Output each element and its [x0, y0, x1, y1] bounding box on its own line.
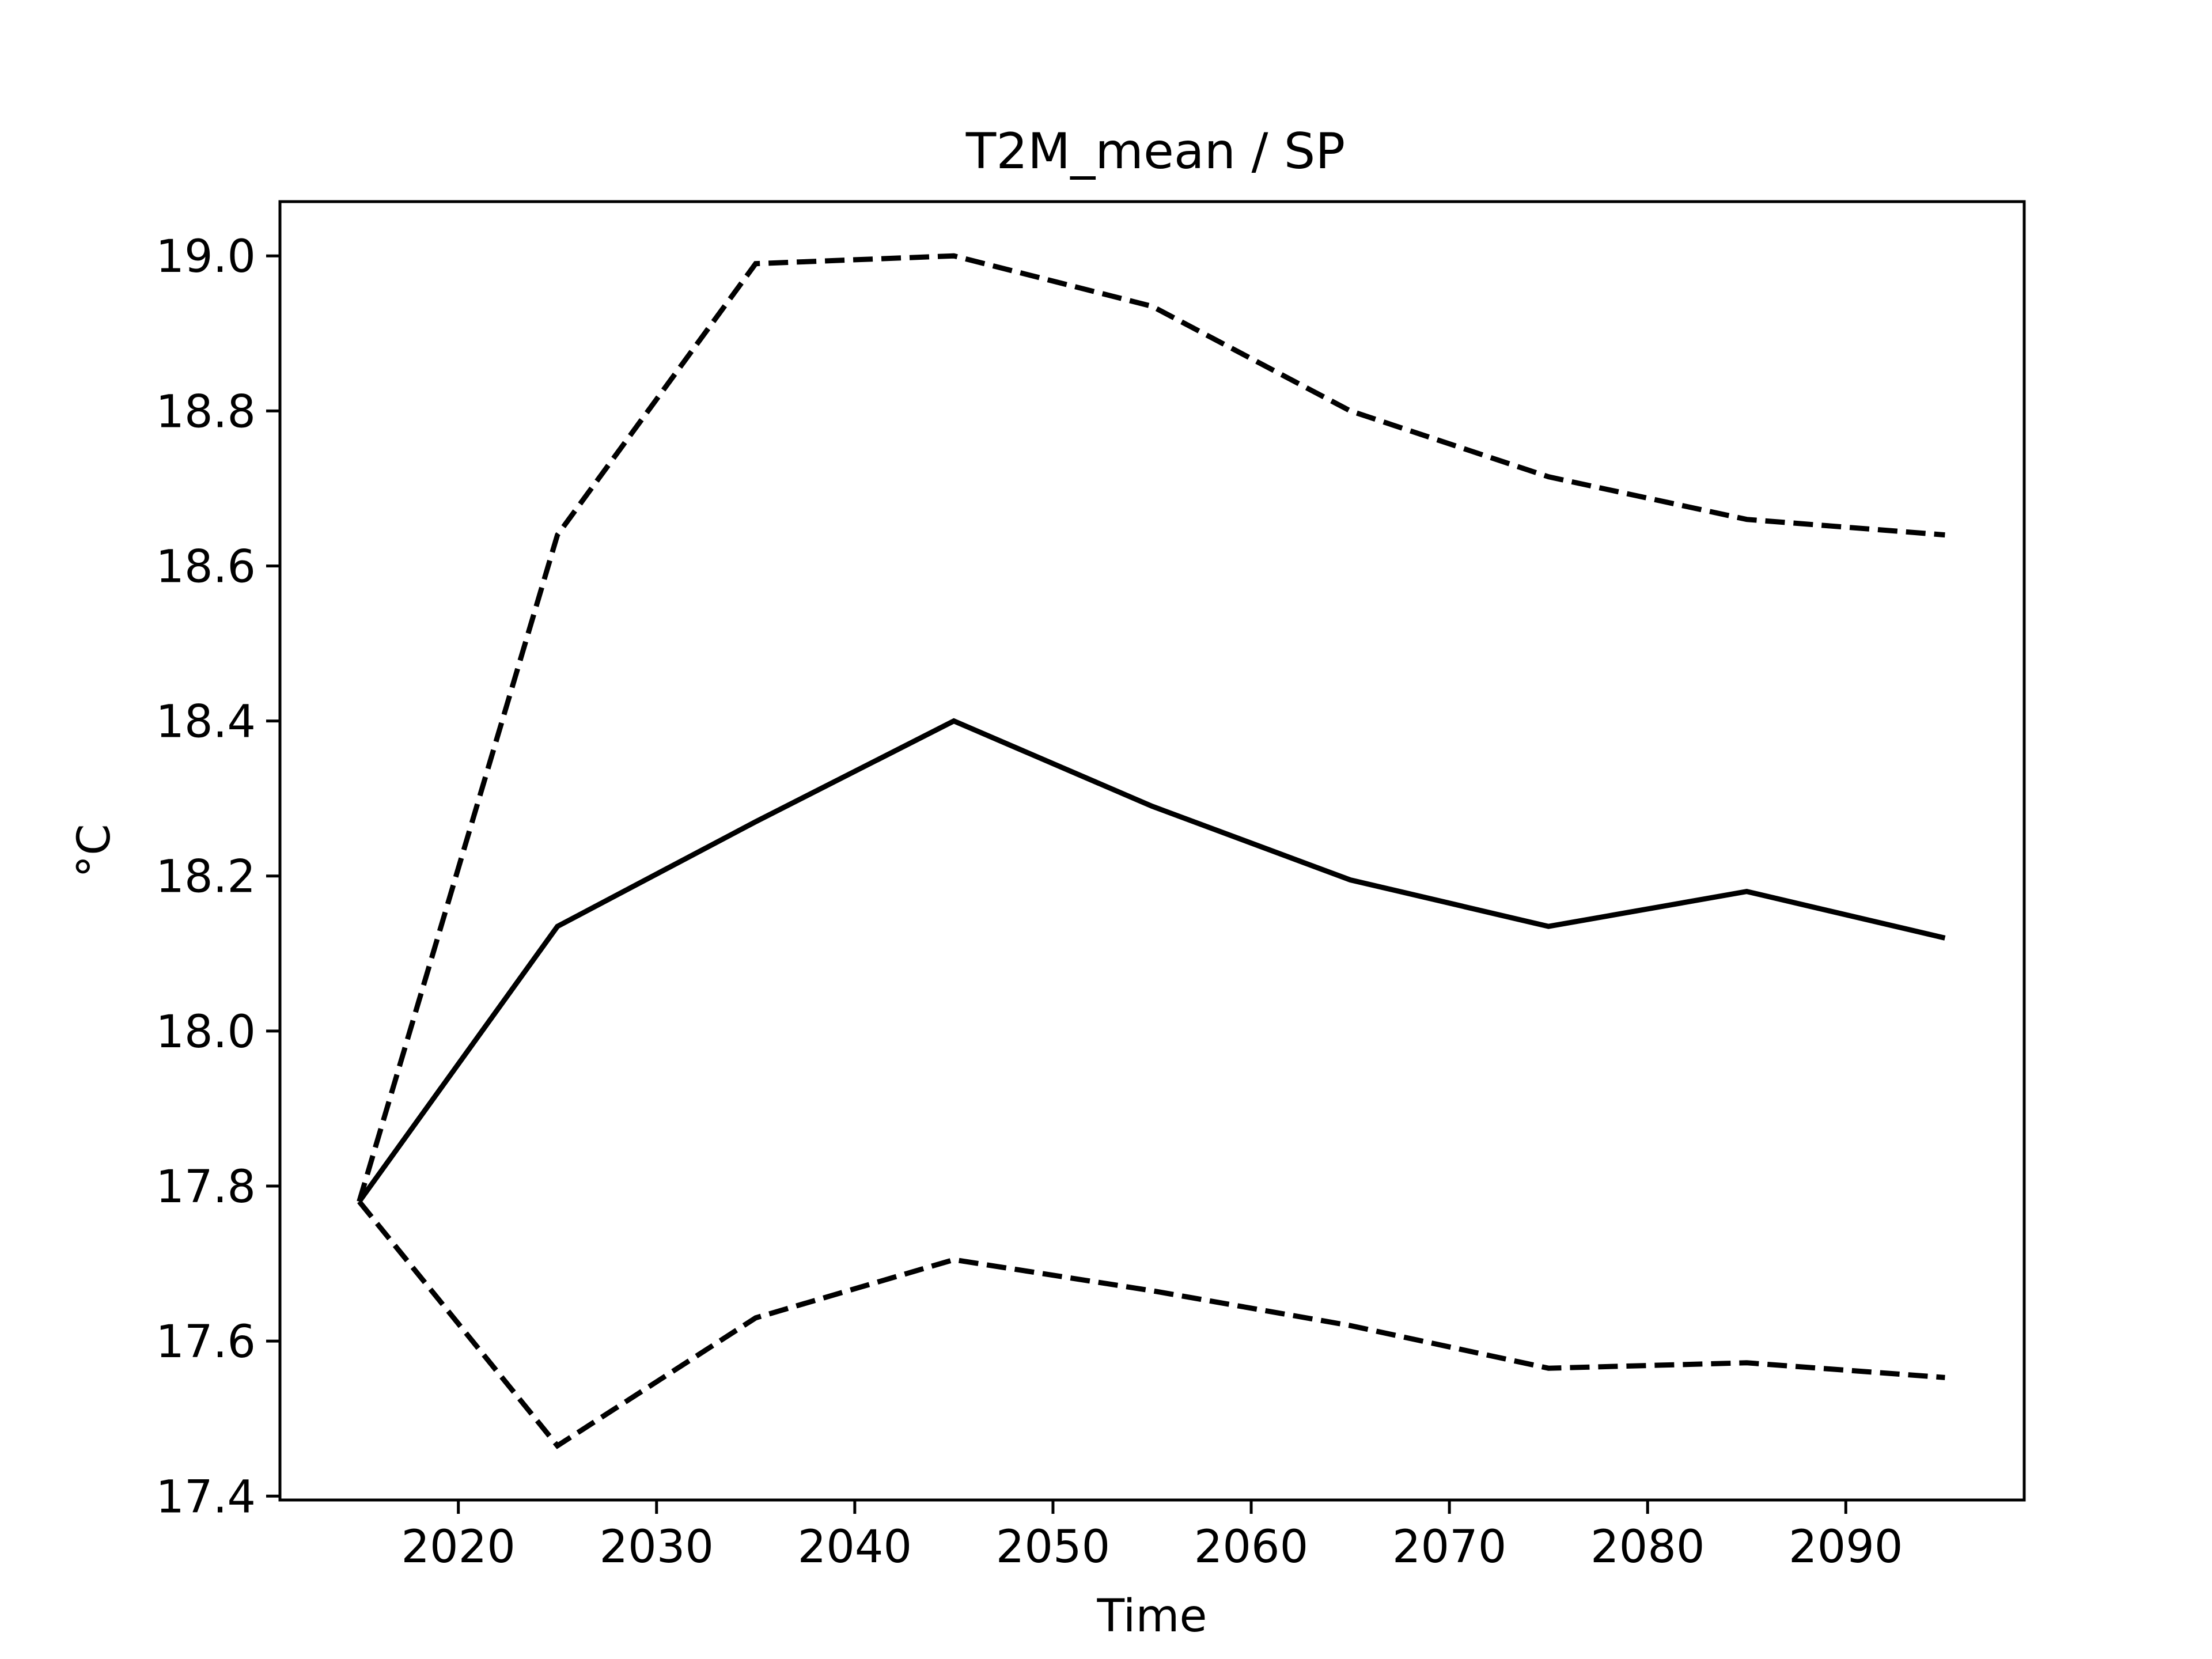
y-tick-label: 17.6: [156, 1316, 256, 1368]
series-group: [357, 253, 1946, 1449]
y-tick-label: 18.2: [156, 851, 256, 903]
y-tick-label: 19.0: [156, 231, 256, 283]
x-tick-label: 2070: [1392, 1521, 1507, 1573]
x-tick-label: 2040: [798, 1521, 912, 1573]
y-tick-label: 18.6: [156, 541, 256, 593]
series-line-2: [357, 718, 1946, 1203]
x-tick-label: 2020: [401, 1521, 516, 1573]
series-line-1: [357, 253, 1945, 1203]
x-axis-ticks: 2020 2030 2040 2050 2060 2070 2080 2090: [401, 1500, 1903, 1573]
x-tick-label: 2050: [996, 1521, 1111, 1573]
x-tick-label: 2080: [1590, 1521, 1705, 1573]
y-tick-label: 17.8: [156, 1161, 256, 1213]
x-tick-label: 2030: [600, 1521, 714, 1573]
y-axis-ticks: 17.4 17.6 17.8 18.0 18.2 18.4 18.6 18.8 19.0: [156, 231, 280, 1523]
chart-title: T2M_mean / SP: [965, 123, 1345, 180]
y-tick-label: 18.8: [156, 386, 256, 438]
axes-frame: [278, 200, 2026, 1502]
y-tick-label: 17.4: [156, 1471, 256, 1523]
x-tick-label: 2060: [1194, 1521, 1309, 1573]
y-tick-label: 18.0: [156, 1006, 256, 1058]
y-axis-label: °C: [69, 824, 120, 877]
x-tick-label: 2090: [1789, 1521, 1903, 1573]
x-axis-label: Time: [1097, 1590, 1207, 1642]
y-tick-label: 18.4: [156, 696, 256, 748]
